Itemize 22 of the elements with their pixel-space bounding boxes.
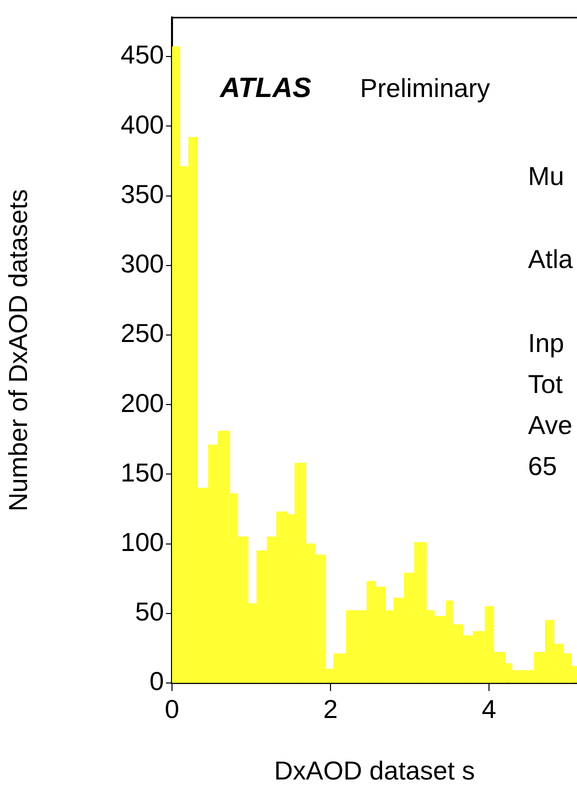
y-tick-label: 200 (120, 388, 164, 418)
y-tick-label: 50 (135, 596, 164, 627)
y-tick-label: 350 (120, 178, 164, 209)
y-tick-label: 250 (120, 318, 164, 348)
y-tick-label: 0 (150, 666, 164, 696)
y-tick-label: 100 (120, 526, 164, 557)
annotation: Inp (528, 328, 564, 358)
annotation: ATLAS (219, 72, 312, 103)
annotation: Tot (528, 369, 564, 399)
y-axis-title: Number of DxAOD datasets (2, 189, 33, 512)
annotation: 65 (528, 451, 557, 481)
y-tick-label: 150 (120, 457, 164, 488)
y-tick-label: 300 (120, 248, 164, 279)
x-axis-title: DxAOD dataset s (274, 756, 475, 786)
y-tick-label: 400 (120, 109, 164, 140)
x-tick-label: 2 (323, 694, 338, 724)
annotation: Preliminary (360, 73, 490, 103)
annotation: Atla (528, 244, 574, 274)
y-tick-label: 450 (120, 40, 164, 70)
annotation: Ave (528, 410, 572, 440)
annotation: Mu (528, 161, 564, 191)
x-tick-label: 4 (482, 694, 496, 724)
